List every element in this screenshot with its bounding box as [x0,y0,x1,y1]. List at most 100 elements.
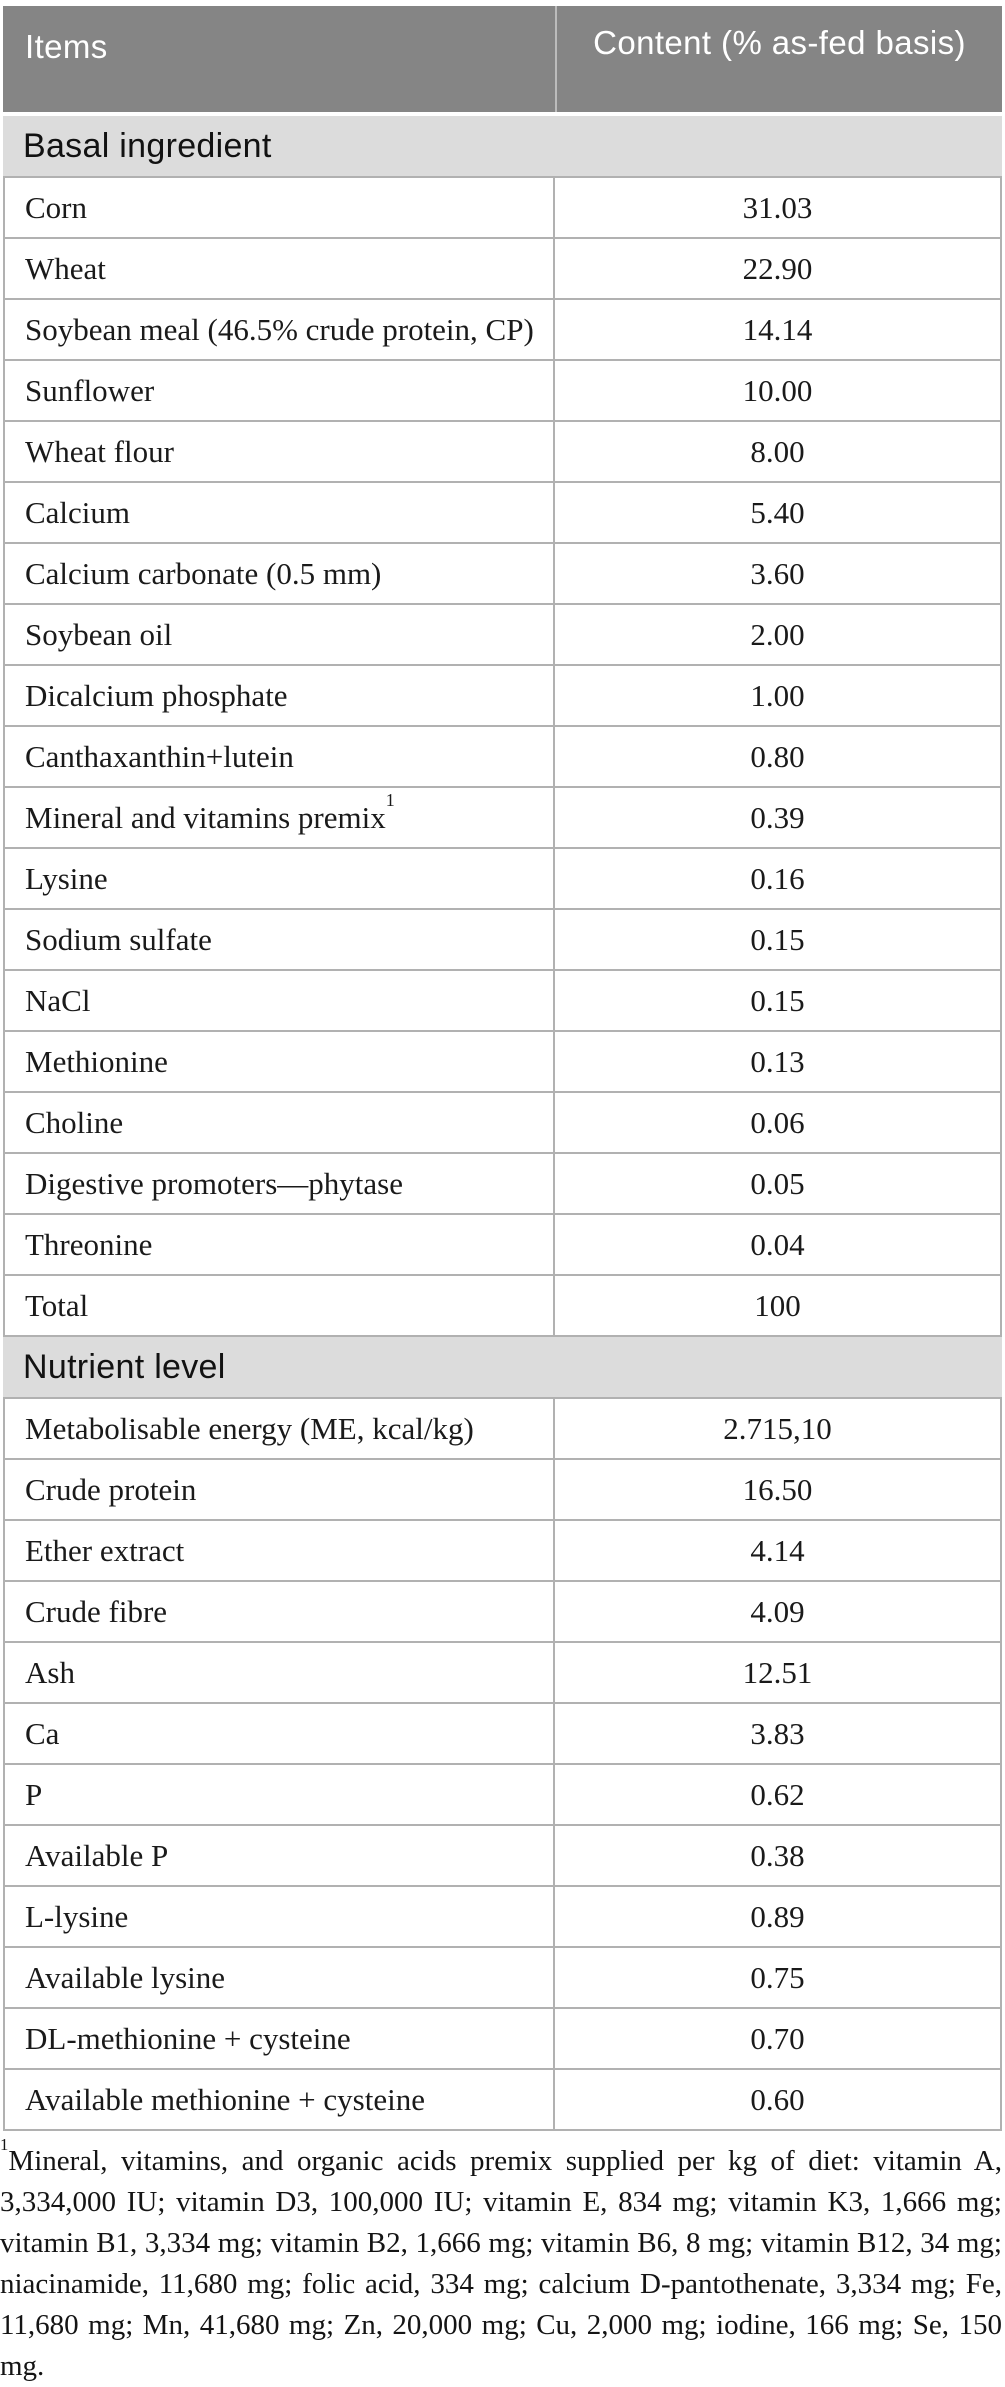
table-row: Soybean meal (46.5% crude protein, CP) 1… [5,300,1000,361]
row-item-label: Available methionine + cysteine [25,2081,425,2117]
row-item-label: Metabolisable energy (ME, kcal/kg) [25,1410,474,1446]
row-value: 0.38 [750,1837,805,1873]
row-value-cell: 0.05 [555,1154,1000,1213]
row-item-cell: Lysine [5,849,555,908]
row-item-label: P [25,1776,43,1812]
table-row: Sodium sulfate 0.15 [5,910,1000,971]
row-value-cell: 5.40 [555,483,1000,542]
table-row: Canthaxanthin+lutein 0.80 [5,727,1000,788]
row-item-label: Digestive promoters—phytase [25,1165,403,1201]
row-item-cell: Dicalcium phosphate [5,666,555,725]
row-item-cell: Calcium carbonate (0.5 mm) [5,544,555,603]
row-item-label: Calcium carbonate (0.5 mm) [25,555,382,591]
row-value-cell: 3.83 [555,1704,1000,1763]
row-value: 22.90 [742,250,813,286]
table-row: Crude fibre 4.09 [5,1582,1000,1643]
row-value-cell: 0.60 [555,2070,1000,2129]
row-item-label: Methionine [25,1043,168,1079]
row-item-cell: Sodium sulfate [5,910,555,969]
row-item-label: Total [25,1287,89,1323]
row-value: 12.51 [742,1654,813,1690]
row-value: 0.60 [750,2081,805,2117]
row-item-label: Dicalcium phosphate [25,677,288,713]
table-row: Wheat flour 8.00 [5,422,1000,483]
row-value-cell: 0.06 [555,1093,1000,1152]
row-value-cell: 2.715,10 [555,1399,1000,1458]
row-item-label: L-lysine [25,1898,129,1934]
row-value-cell: 100 [555,1276,1000,1335]
table-header-row: Items Content (% as-fed basis) [3,6,1002,112]
row-value: 2.715,10 [723,1410,832,1446]
table-row: NaCl 0.15 [5,971,1000,1032]
row-value-cell: 0.04 [555,1215,1000,1274]
row-item-cell: Wheat [5,239,555,298]
row-item-label: DL-methionine + cysteine [25,2020,351,2056]
row-value: 31.03 [742,189,813,225]
item-superscript: 1 [385,790,395,811]
row-item-cell: Digestive promoters—phytase [5,1154,555,1213]
row-item-cell: Available P [5,1826,555,1885]
row-value-cell: 1.00 [555,666,1000,725]
row-value: 1.00 [750,677,805,713]
table-footnote: 1Mineral, vitamins, and organic acids pr… [0,2136,1002,2387]
row-item-cell: NaCl [5,971,555,1030]
table-row: Calcium 5.40 [5,483,1000,544]
row-item-label: Choline [25,1104,124,1140]
row-value-cell: 0.15 [555,910,1000,969]
row-item-cell: Ash [5,1643,555,1702]
row-item-cell: Canthaxanthin+lutein [5,727,555,786]
row-item-cell: Total [5,1276,555,1335]
row-value-cell: 0.89 [555,1887,1000,1946]
row-value-cell: 3.60 [555,544,1000,603]
row-value-cell: 0.75 [555,1948,1000,2007]
row-value: 0.06 [750,1104,805,1140]
table-row: Lysine 0.16 [5,849,1000,910]
row-item-label: Corn [25,189,87,225]
table-row: Wheat 22.90 [5,239,1000,300]
row-value: 0.16 [750,860,805,896]
row-value-cell: 0.80 [555,727,1000,786]
row-value-cell: 0.39 [555,788,1000,847]
row-value-cell: 0.38 [555,1826,1000,1885]
section-header-row: Basal ingredient [3,116,1002,178]
row-item-cell: P [5,1765,555,1824]
row-value: 2.00 [750,616,805,652]
row-value-cell: 22.90 [555,239,1000,298]
row-item-label: Soybean meal (46.5% crude protein, CP) [25,311,534,347]
row-item-cell: Metabolisable energy (ME, kcal/kg) [5,1399,555,1458]
footnote-superscript: 1 [0,2135,9,2155]
table-row: Ca 3.83 [5,1704,1000,1765]
row-value-cell: 4.14 [555,1521,1000,1580]
table-row: Ether extract 4.14 [5,1521,1000,1582]
row-item-label: Ash [25,1654,75,1690]
row-value: 0.80 [750,738,805,774]
row-item-label: Ether extract [25,1532,185,1568]
row-item-cell: Available lysine [5,1948,555,2007]
table-row: Threonine 0.04 [5,1215,1000,1276]
row-item-label: Wheat [25,250,106,286]
row-item-label: Soybean oil [25,616,173,652]
row-item-cell: Calcium [5,483,555,542]
table-row: Available methionine + cysteine 0.60 [5,2070,1000,2131]
row-value-cell: 14.14 [555,300,1000,359]
row-value: 0.05 [750,1165,805,1201]
section-header-row: Nutrient level [3,1337,1002,1399]
row-item-label: Available lysine [25,1959,226,1995]
column-header-items: Items [25,28,108,65]
row-value: 10.00 [742,372,813,408]
row-value: 3.83 [750,1715,805,1751]
row-item-cell: Choline [5,1093,555,1152]
row-item-label: Calcium [25,494,131,530]
row-value-cell: 4.09 [555,1582,1000,1641]
row-value: 16.50 [742,1471,813,1507]
footnote-text: Mineral, vitamins, and organic acids pre… [0,2145,1002,2382]
table-row: Ash 12.51 [5,1643,1000,1704]
ingredient-composition-table: Items Content (% as-fed basis) Basal ing… [3,6,1002,2131]
row-item-cell: L-lysine [5,1887,555,1946]
row-value: 100 [754,1287,801,1323]
table-row: Sunflower 10.00 [5,361,1000,422]
row-value: 4.14 [750,1532,805,1568]
row-value-cell: 10.00 [555,361,1000,420]
row-value: 0.89 [750,1898,805,1934]
table-row: Calcium carbonate (0.5 mm) 3.60 [5,544,1000,605]
